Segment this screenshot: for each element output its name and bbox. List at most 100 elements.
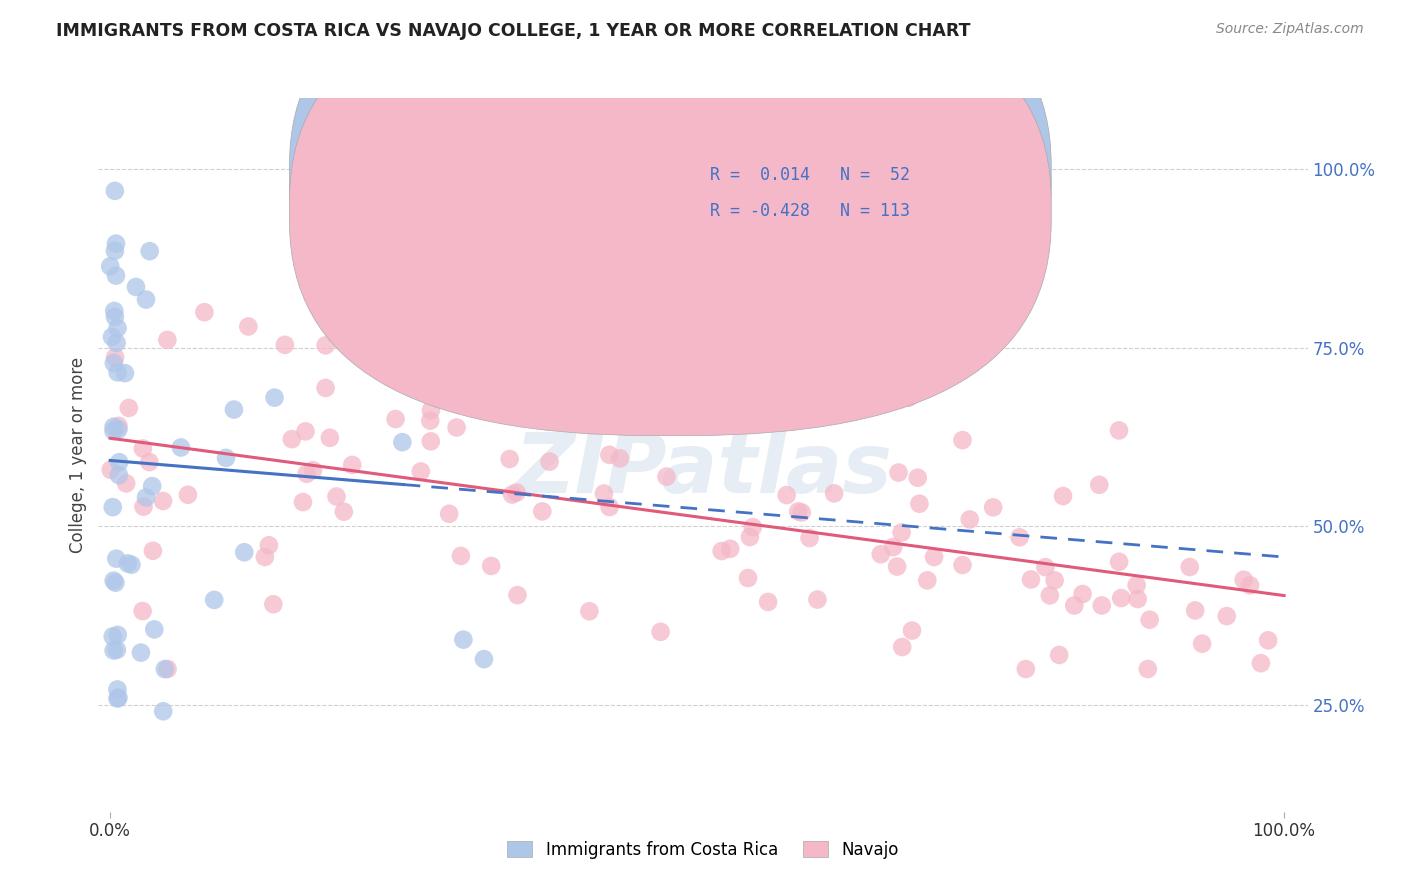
Point: [342, 458, 364, 472]
Point: [1043, 574, 1066, 588]
Point: [315, 338, 337, 352]
Point: [489, 384, 512, 399]
Point: [890, 525, 912, 540]
Point: [1139, 613, 1161, 627]
Point: [419, 414, 441, 428]
Point: [1039, 588, 1062, 602]
Point: [738, 530, 761, 544]
Point: [170, 441, 193, 455]
Point: [1063, 599, 1085, 613]
Point: [302, 463, 325, 477]
Point: [103, 419, 125, 434]
Point: [104, 351, 127, 365]
Point: [505, 485, 527, 500]
Point: [1071, 587, 1094, 601]
Point: [650, 624, 672, 639]
Point: [215, 450, 238, 465]
Point: [1108, 555, 1130, 569]
Y-axis label: College, 1 year or more: College, 1 year or more: [69, 357, 87, 553]
Point: [325, 490, 347, 504]
Point: [315, 269, 337, 284]
Point: [901, 624, 924, 638]
Point: [118, 401, 141, 415]
Point: [98, 260, 121, 274]
Point: [107, 365, 129, 379]
Point: [315, 381, 337, 395]
Point: [1233, 573, 1256, 587]
Text: Source: ZipAtlas.com: Source: ZipAtlas.com: [1216, 22, 1364, 37]
Point: [105, 551, 128, 566]
Point: [108, 455, 131, 469]
Point: [117, 557, 139, 571]
Point: [1109, 591, 1132, 605]
Point: [498, 452, 520, 467]
Point: [274, 338, 297, 352]
Point: [710, 319, 733, 334]
Point: [107, 418, 129, 433]
Point: [409, 465, 432, 479]
Point: [177, 488, 200, 502]
Point: [710, 544, 733, 558]
Point: [104, 184, 127, 198]
Point: [153, 662, 176, 676]
Point: [222, 402, 245, 417]
Text: IMMIGRANTS FROM COSTA RICA VS NAVAJO COLLEGE, 1 YEAR OR MORE CORRELATION CHART: IMMIGRANTS FROM COSTA RICA VS NAVAJO COL…: [56, 22, 970, 40]
Point: [538, 455, 561, 469]
Legend: Immigrants from Costa Rica, Navajo: Immigrants from Costa Rica, Navajo: [502, 836, 904, 864]
Point: [384, 412, 406, 426]
Point: [104, 310, 127, 324]
Point: [472, 652, 495, 666]
Point: [922, 549, 945, 564]
Point: [599, 500, 621, 514]
Point: [202, 593, 225, 607]
Point: [450, 549, 472, 563]
Point: [1125, 578, 1147, 592]
Point: [262, 597, 284, 611]
Point: [531, 504, 554, 518]
Point: [419, 403, 441, 417]
FancyBboxPatch shape: [290, 0, 1052, 400]
Point: [1047, 648, 1070, 662]
Point: [787, 504, 810, 518]
Point: [517, 402, 540, 417]
Point: [294, 425, 316, 439]
Point: [1088, 477, 1111, 491]
Point: [952, 433, 974, 447]
Point: [790, 506, 813, 520]
Point: [1126, 592, 1149, 607]
Point: [578, 604, 600, 618]
Point: [138, 244, 160, 259]
Point: [152, 704, 174, 718]
Point: [104, 268, 127, 283]
Point: [799, 531, 821, 545]
Point: [107, 691, 129, 706]
Point: [917, 574, 939, 588]
Point: [152, 494, 174, 508]
Point: [522, 395, 544, 409]
Point: [869, 547, 891, 561]
Point: [125, 280, 148, 294]
Point: [103, 574, 125, 588]
Point: [135, 491, 157, 505]
Point: [105, 643, 128, 657]
Point: [823, 486, 845, 500]
Point: [756, 595, 779, 609]
Point: [233, 545, 256, 559]
Point: [103, 304, 125, 318]
Point: [891, 640, 914, 654]
Point: [238, 319, 260, 334]
Point: [959, 512, 981, 526]
Point: [263, 391, 285, 405]
Point: [1250, 656, 1272, 670]
Point: [103, 424, 125, 438]
Point: [391, 435, 413, 450]
Point: [737, 571, 759, 585]
Point: [101, 330, 124, 344]
Point: [104, 244, 127, 258]
Point: [1035, 560, 1057, 574]
Point: [1239, 578, 1261, 592]
Point: [1136, 662, 1159, 676]
Point: [333, 505, 356, 519]
Point: [253, 549, 276, 564]
Point: [135, 293, 157, 307]
